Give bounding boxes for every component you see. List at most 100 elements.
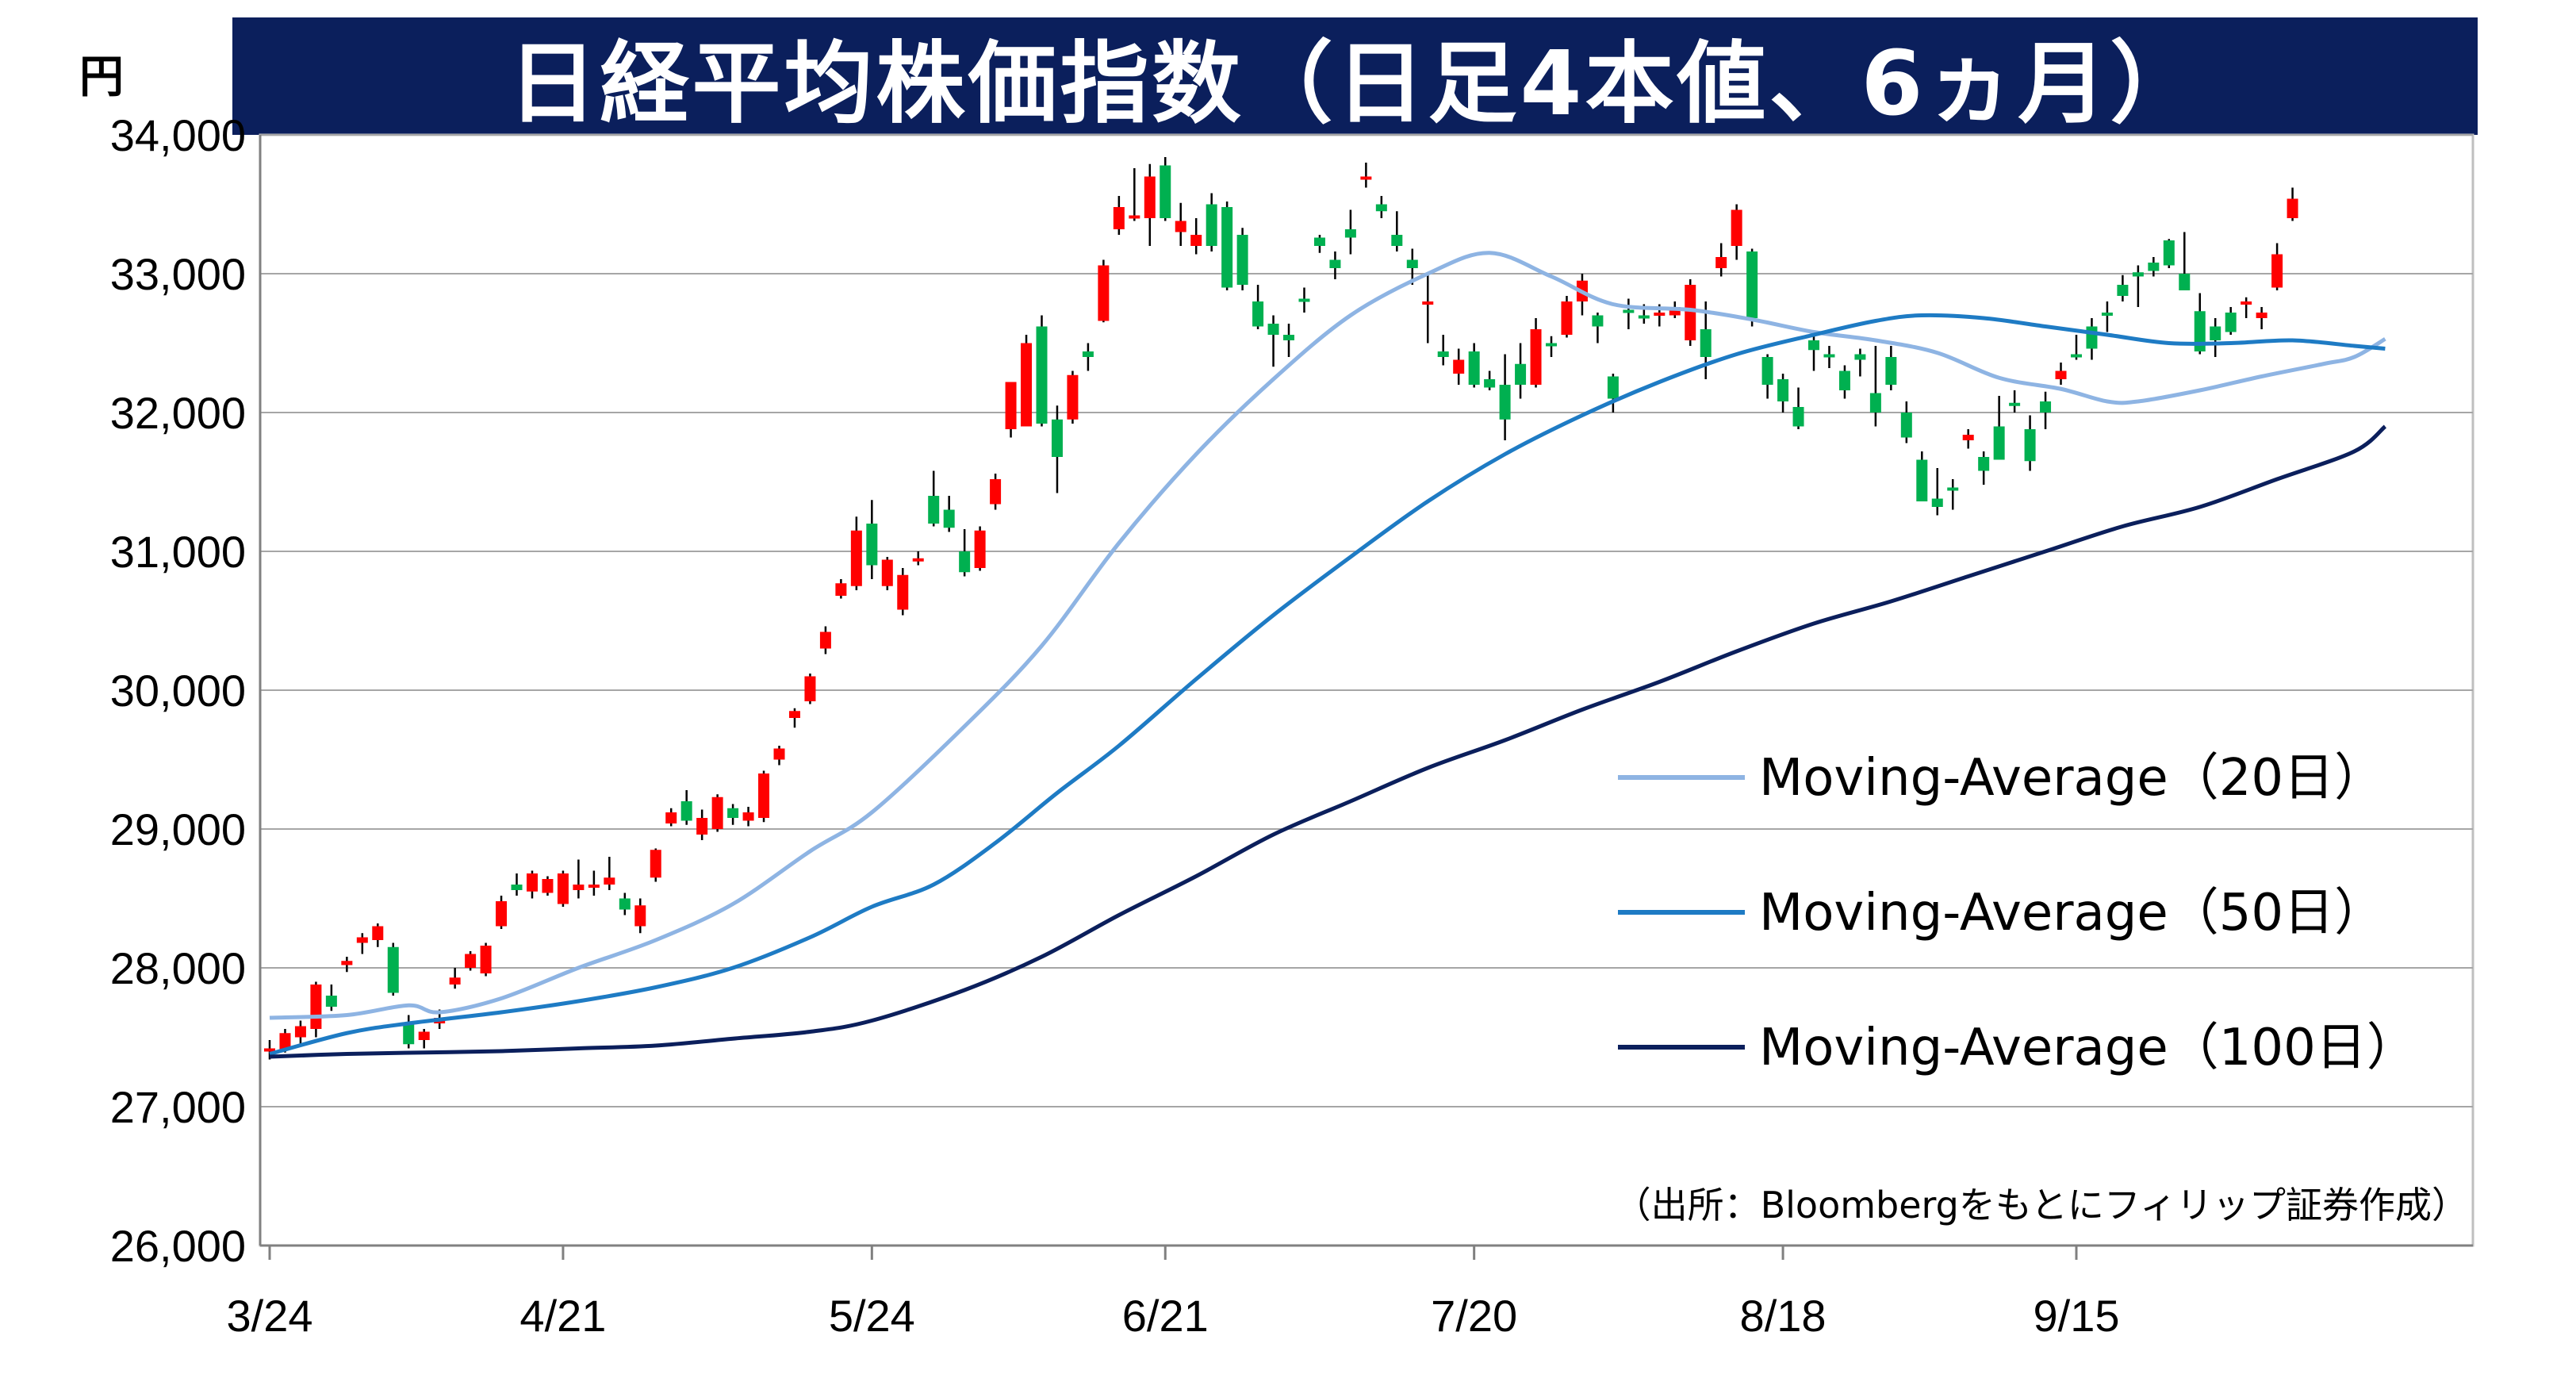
candle (619, 892, 631, 915)
x-tick-label: 9/15 (2033, 1291, 2119, 1341)
candle-body-up (294, 1026, 306, 1038)
candle (1267, 315, 1279, 367)
candle-body-up (465, 954, 477, 968)
candle (1344, 209, 1356, 255)
candle (1036, 315, 1048, 427)
candle (573, 859, 585, 899)
candle (588, 870, 600, 896)
candle-body-up (588, 885, 600, 888)
candle-body-down (1036, 326, 1048, 424)
candle-body-up (1190, 235, 1202, 246)
candle-body-down (1391, 235, 1403, 246)
candle (1823, 346, 1835, 368)
candle (449, 968, 461, 989)
y-tick-label: 33,000 (110, 249, 246, 299)
legend-entry: Moving-Average（100日） (1618, 1019, 2417, 1077)
candle-body-up (1530, 329, 1542, 385)
candle-body-down (1298, 298, 1310, 302)
y-tick-label: 29,000 (110, 804, 246, 854)
candle-body-down (1916, 459, 1928, 501)
candle (1978, 451, 1990, 485)
candle (1236, 228, 1248, 290)
candle-body-up (2055, 370, 2067, 379)
candle (881, 557, 893, 590)
candle (1298, 287, 1310, 313)
candle (959, 529, 971, 577)
candle-body-down (1854, 354, 1866, 360)
candle-body-up (1098, 265, 1110, 321)
candle (2009, 390, 2021, 413)
candle (1931, 468, 1943, 516)
candle (1838, 365, 1850, 399)
candle-body-down (1313, 237, 1325, 246)
candle-body-down (1221, 207, 1233, 288)
candle (804, 674, 816, 704)
candle-body-up (758, 773, 770, 818)
candle (1499, 354, 1511, 440)
candle-body-down (959, 551, 971, 573)
candle-body-up (1067, 374, 1079, 420)
candle-body-down (1546, 343, 1558, 347)
candle-body-up (264, 1048, 275, 1052)
candle-body-down (1823, 354, 1835, 358)
candle (1685, 279, 1696, 346)
candle-body-down (619, 898, 631, 910)
candle (835, 579, 847, 599)
candle-body-down (1931, 498, 1943, 507)
candle-body-down (2009, 402, 2021, 406)
candle (1360, 163, 1372, 188)
y-tick-labels: 26,000 27,000 28,000 29,000 30,000 31,000 32,0… (110, 110, 246, 1271)
candle-body-down (928, 496, 940, 524)
candle (1175, 202, 1186, 246)
candle (2117, 274, 2129, 301)
candle (1854, 348, 1866, 377)
candle (1144, 163, 1156, 246)
candle-body-up (573, 885, 585, 890)
candle (542, 876, 554, 896)
candle-body-down (2210, 326, 2221, 340)
candle (788, 708, 800, 728)
candle (356, 933, 368, 954)
candle (1098, 259, 1110, 323)
y-tick-label: 26,000 (110, 1221, 246, 1271)
candle-body-up (1561, 301, 1573, 335)
legend-entry: Moving-Average（20日） (1618, 749, 2385, 808)
candle (2225, 307, 2237, 335)
candle (1468, 343, 1480, 388)
candle-body-up (496, 901, 508, 927)
candle (974, 526, 986, 571)
candle-body-up (1005, 382, 1017, 429)
candle-body-up (1453, 359, 1465, 374)
gridlines (260, 134, 2473, 1107)
candle (1391, 211, 1403, 251)
candle (912, 551, 924, 566)
candle-body-down (1375, 204, 1387, 212)
candle (1607, 374, 1619, 413)
candle-body-up (974, 530, 986, 568)
chart-title: 日経平均株価指数（日足4本値、6ヵ月） (508, 33, 2202, 136)
candle-body-up (1144, 176, 1156, 218)
candle-body-down (1468, 351, 1480, 385)
candle-body-down (1160, 165, 1171, 218)
candle (2163, 239, 2175, 268)
candle (1561, 296, 1573, 338)
candle-body-down (1838, 370, 1850, 390)
candle-body-down (1252, 301, 1264, 327)
candle (1067, 370, 1079, 424)
moving-average-lines (269, 251, 2387, 1059)
candle-body-down (1515, 363, 1527, 385)
candle-body-down (1283, 335, 1295, 340)
candle (1082, 343, 1094, 371)
candle-body-down (680, 801, 692, 821)
candle-body-down (1761, 357, 1773, 385)
candle-body-up (418, 1031, 430, 1040)
candle-body-up (881, 559, 893, 586)
candle (1283, 324, 1295, 357)
candle (2241, 297, 2252, 318)
x-tick-label: 3/24 (227, 1291, 313, 1341)
candle-body-down (1638, 315, 1650, 319)
candle-body-down (1484, 379, 1496, 388)
candle (2271, 243, 2283, 290)
candle-body-down (1777, 379, 1789, 401)
candle (1993, 396, 2005, 460)
